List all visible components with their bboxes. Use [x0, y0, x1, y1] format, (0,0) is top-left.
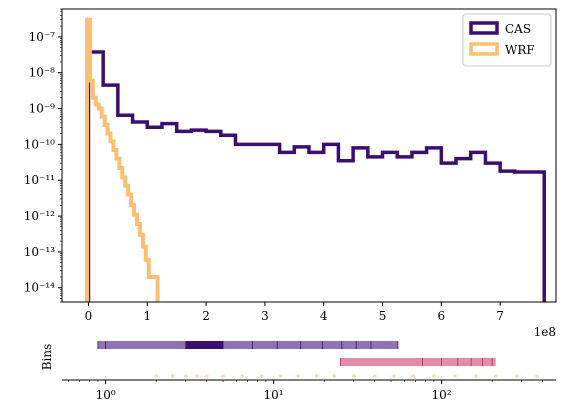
- x-tick-label: 1: [143, 309, 151, 323]
- bin-point: [493, 374, 498, 378]
- plot-frame: [61, 8, 557, 303]
- x-tick-label: 7: [496, 309, 504, 323]
- bins-ylabel: Bins: [40, 344, 54, 371]
- y-tick-label: 10⁻¹⁰: [24, 137, 55, 151]
- legend: CAS WRF: [462, 13, 552, 67]
- y-tick-label: 10⁻⁹: [29, 102, 56, 116]
- bin-point: [372, 374, 377, 378]
- bin-point: [204, 374, 209, 378]
- series-cas-step: [86, 50, 546, 302]
- series-wrf-step: [84, 17, 160, 302]
- bin-point: [296, 374, 300, 378]
- bin-point: [314, 374, 319, 378]
- bins-panel: Bins 10⁰10¹10²10³: [40, 341, 556, 402]
- x-tick-label: 3: [261, 309, 269, 323]
- bin-point: [432, 374, 436, 378]
- bin-point: [221, 374, 225, 378]
- x-tick-label: 5: [379, 309, 387, 323]
- x-tick-label: 4: [320, 309, 328, 323]
- strip-x-tick-label: 10⁰: [96, 388, 116, 402]
- bin-point: [453, 374, 457, 378]
- bin-point: [170, 374, 175, 378]
- bin-point: [259, 374, 264, 378]
- y-tick-label: 10⁻¹²: [24, 209, 55, 223]
- x-offset-label: 1e8: [534, 325, 556, 339]
- bin-point: [278, 374, 283, 378]
- bin-point: [183, 374, 188, 378]
- bin-rows: [97, 341, 539, 378]
- strip-x-tick-label: 10¹: [264, 388, 284, 402]
- strip-x-tick-label: 10²: [432, 388, 452, 402]
- bin-point: [392, 374, 396, 378]
- histogram-bars: [84, 17, 546, 302]
- bin-point: [154, 374, 158, 378]
- y-tick-label: 10⁻¹⁴: [24, 281, 55, 295]
- bin-point: [332, 374, 337, 378]
- legend-swatch-cas: [469, 21, 499, 35]
- y-tick-label: 10⁻¹¹: [24, 173, 55, 187]
- y-axis: 10⁻¹⁴ 10⁻¹³ 10⁻¹² 10⁻¹¹ 10⁻¹⁰ 10⁻⁹ 10⁻⁸ 10⁻⁷: [24, 8, 62, 303]
- legend-swatch-wrf: [469, 42, 499, 56]
- bin-point: [474, 374, 478, 378]
- x-axis: 0 1 2 3 4 5 6 7: [85, 302, 504, 323]
- x-tick-label: 0: [85, 309, 93, 323]
- bin-point: [535, 374, 539, 378]
- bin-row-1-bar: [97, 341, 398, 349]
- bin-row-2-bar: [340, 358, 496, 366]
- bin-point: [411, 374, 416, 378]
- strip-x-axis: 10⁰10¹10²10³: [68, 380, 543, 402]
- y-tick-label: 10⁻⁸: [29, 66, 56, 80]
- bin-point: [195, 374, 199, 378]
- bin-point: [514, 374, 519, 378]
- x-tick-label: 2: [202, 309, 210, 323]
- legend-label-cas: CAS: [505, 22, 531, 36]
- bin-row-1-dense: [185, 341, 224, 349]
- y-tick-label: 10⁻¹³: [24, 245, 55, 259]
- bin-point: [351, 374, 356, 378]
- bin-point: [240, 374, 244, 378]
- legend-label-wrf: WRF: [505, 43, 535, 57]
- y-tick-label: 10⁻⁷: [29, 30, 56, 44]
- x-tick-label: 6: [438, 309, 446, 323]
